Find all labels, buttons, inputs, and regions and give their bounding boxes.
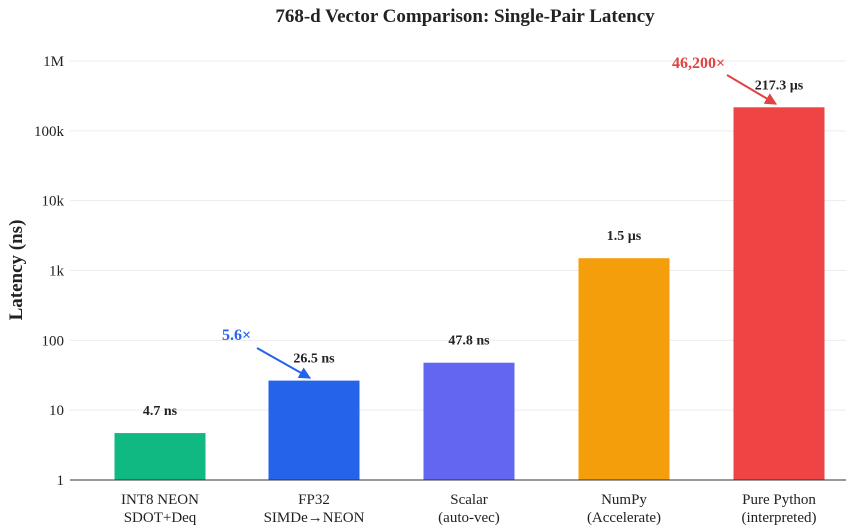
bar bbox=[423, 362, 515, 480]
y-tick-label: 10 bbox=[49, 403, 64, 419]
x-tick-label: SDOT+Deq bbox=[124, 510, 197, 526]
y-axis-ticks: 1 10 100 1k 10k 100k 1M bbox=[34, 54, 65, 489]
x-tick-label: INT8 NEON bbox=[121, 492, 199, 508]
x-tick-label: Pure Python bbox=[742, 492, 816, 508]
y-tick-label: 10k bbox=[42, 194, 65, 210]
x-tick-label: SIMDe→NEON bbox=[264, 510, 365, 526]
annotation-arrow bbox=[256, 347, 312, 379]
speedup-annotation: 46,200× bbox=[672, 55, 725, 72]
bars bbox=[114, 107, 825, 481]
y-axis-label: Latency (ns) bbox=[6, 220, 27, 321]
gridlines bbox=[70, 60, 846, 481]
y-tick-label: 100k bbox=[34, 124, 65, 140]
y-tick-label: 1k bbox=[49, 264, 65, 280]
bar-value-label: 1.5 µs bbox=[607, 229, 642, 244]
x-tick-label: NumPy bbox=[601, 492, 647, 508]
x-tick-label: (interpreted) bbox=[742, 510, 817, 526]
bar bbox=[578, 258, 670, 480]
bar bbox=[114, 433, 206, 480]
bar bbox=[268, 380, 360, 480]
bar-value-label: 217.3 µs bbox=[755, 78, 804, 93]
y-tick-label: 1 bbox=[57, 473, 65, 489]
annotation-arrow bbox=[726, 74, 778, 105]
chart-title: 768-d Vector Comparison: Single-Pair Lat… bbox=[275, 6, 655, 27]
y-tick-label: 100 bbox=[42, 333, 65, 349]
x-tick-label: Scalar bbox=[450, 492, 487, 508]
bar-value-label: 26.5 ns bbox=[293, 352, 335, 367]
x-tick-label: (Accelerate) bbox=[587, 510, 661, 526]
bar-value-label: 4.7 ns bbox=[143, 404, 178, 419]
bar-value-label: 47.8 ns bbox=[448, 334, 490, 349]
bar bbox=[733, 107, 825, 481]
speedup-annotation: 5.6× bbox=[222, 327, 251, 344]
data-labels: 4.7 ns 26.5 ns 47.8 ns 1.5 µs 217.3 µs bbox=[143, 78, 804, 419]
x-tick-label: FP32 bbox=[298, 492, 330, 508]
annotations: 5.6× 46,200× bbox=[222, 55, 778, 379]
y-tick-label: 1M bbox=[43, 54, 64, 70]
x-tick-label: (auto-vec) bbox=[438, 510, 500, 526]
x-axis-ticks: INT8 NEON SDOT+Deq FP32 SIMDe→NEON Scalar (au… bbox=[121, 492, 816, 526]
